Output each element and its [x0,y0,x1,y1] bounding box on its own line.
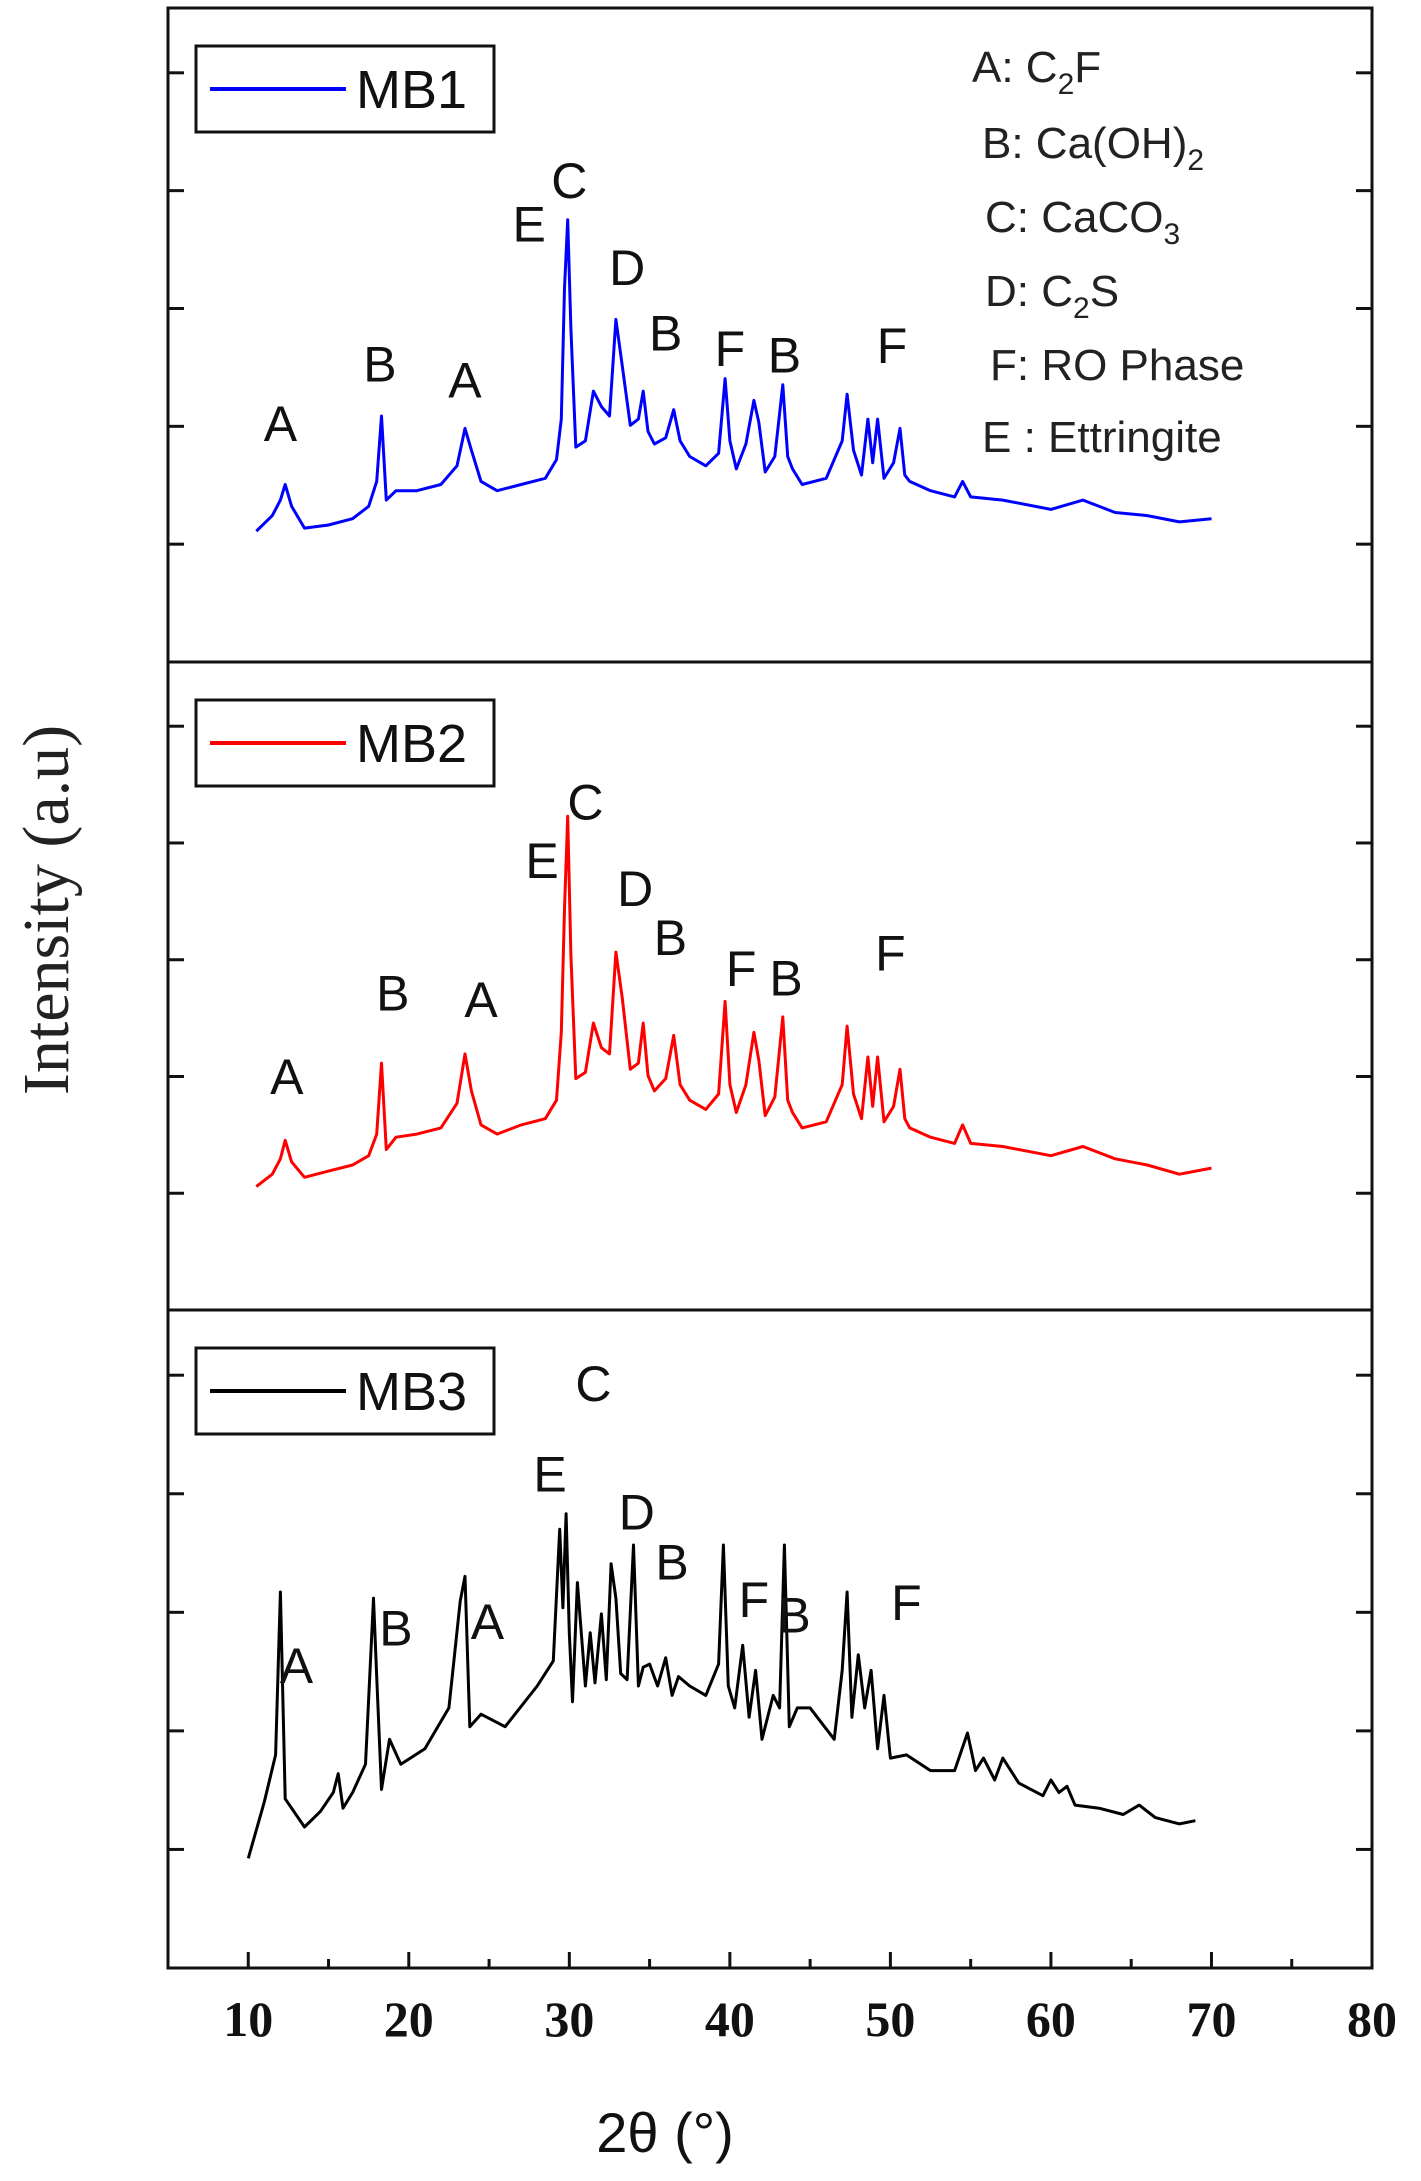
peak-label-f: F [875,926,906,982]
peak-label-a: A [448,352,482,408]
series-line-mb1 [255,218,1212,533]
x-tick-label: 80 [1347,1991,1397,2047]
peak-label-f: F [739,1572,770,1628]
legend-mb2: MB2 [194,698,496,788]
peak-label-e: E [513,197,546,253]
phase-key-b: B: Ca(OH)2 [982,119,1204,177]
peak-label-c: C [575,1356,611,1412]
legend-mb1: MB1 [194,44,496,134]
peak-label-d: D [609,240,645,296]
phase-key-a: A: C2F [972,43,1101,101]
phase-key-c: C: CaCO3 [985,193,1180,251]
peak-label-e: E [525,833,558,889]
phase-key-e: E : Ettringite [982,413,1222,462]
series-line-mb3 [246,1512,1196,1859]
phase-key-d: D: C2S [985,267,1119,325]
legend-label: MB2 [356,714,467,774]
peak-label-a: A [471,1594,505,1650]
peak-label-f: F [715,321,746,377]
x-tick-label: 50 [865,1991,915,2047]
peak-label-b: B [649,306,682,362]
x-tick-label: 10 [223,1991,273,2047]
peak-label-b: B [777,1588,810,1644]
legend-mb3: MB3 [194,1346,496,1436]
peak-label-b: B [654,910,687,966]
x-tick-label: 70 [1186,1991,1236,2047]
peak-label-a: A [270,1049,304,1105]
peak-label-a: A [280,1638,314,1694]
series-line-mb2 [255,814,1212,1188]
x-tick-label: 20 [384,1991,434,2047]
peak-label-f: F [726,941,757,997]
peak-label-f: F [877,318,908,374]
peak-label-b: B [769,950,802,1006]
peak-label-d: D [617,861,653,917]
peak-label-c: C [551,153,587,209]
legend-label: MB3 [356,1362,467,1422]
panel-frame [166,1308,1374,1970]
peak-label-b: B [363,337,396,393]
peak-label-a: A [264,396,298,452]
x-tick-label: 60 [1026,1991,1076,2047]
peak-label-e: E [533,1447,566,1503]
x-tick-label: 30 [544,1991,594,2047]
peak-label-b: B [376,966,409,1022]
peak-label-f: F [891,1575,922,1631]
phase-key: A: C2F B: Ca(OH)2 C: CaCO3 D: C2S F: RO Phas… [972,43,1244,462]
peak-label-b: B [768,327,801,383]
peak-label-a: A [464,972,498,1028]
x-tick-label: 40 [705,1991,755,2047]
peak-label-c: C [567,774,603,830]
peak-label-b: B [655,1534,688,1590]
y-axis-label: Intensity (a.u) [10,725,83,1095]
phase-key-f: F: RO Phase [990,341,1244,390]
legend-label: MB1 [356,60,467,120]
peak-label-d: D [619,1484,655,1540]
x-axis-label: 2θ (°) [596,2101,734,2164]
peak-label-b: B [379,1600,412,1656]
